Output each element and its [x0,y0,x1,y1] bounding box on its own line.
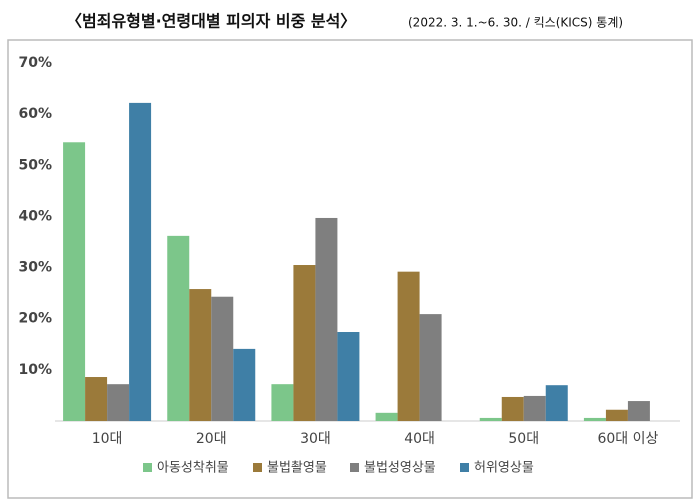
chart-subtitle: (2022. 3. 1.~6. 30. / 킥스(KICS) 통계) [408,16,623,30]
x-tick-label: 50대 [508,431,539,447]
bar [189,289,212,421]
bar [397,271,420,421]
y-tick-label: 20% [18,311,52,327]
bar [293,265,316,421]
bar [315,217,338,421]
legend-swatch [253,463,262,472]
bar [63,142,86,421]
bar [523,395,546,421]
bar [479,417,502,421]
legend-swatch [143,463,152,472]
bar [375,412,398,421]
bar [419,314,442,421]
bar [129,102,152,422]
bar [85,377,108,421]
y-tick-label: 60% [18,106,52,122]
x-tick-label: 30대 [300,431,331,447]
bar [107,384,130,421]
y-tick-label: 70% [18,55,52,71]
x-tick-label: 10대 [92,431,123,447]
legend-label: 불법촬영물 [267,461,327,476]
x-tick-label: 40대 [404,431,435,447]
legend-label: 불법성영상물 [364,461,436,476]
y-tick-label: 10% [18,362,52,378]
legend-swatch [350,463,359,472]
legend-swatch [460,463,469,472]
bar [501,396,524,421]
y-tick-label: 40% [18,208,52,224]
x-tick-label: 60대 이상 [597,431,658,447]
legend-label: 아동성착취물 [157,461,229,476]
legend-label: 허위영상물 [474,461,534,476]
x-tick-label: 20대 [196,431,227,447]
bar [583,417,606,421]
bar [211,296,234,421]
chart-title: 〈범죄유형별·연령대별 피의자 비중 분석〉 [66,12,356,31]
y-tick-label: 50% [18,157,52,173]
chart-frame [7,39,693,499]
bar [233,348,256,421]
bar [271,384,294,421]
bar [545,385,568,421]
y-tick-label: 30% [18,260,52,276]
bar [605,409,628,421]
bar [167,235,190,421]
bar [337,332,360,421]
bar [627,401,650,421]
